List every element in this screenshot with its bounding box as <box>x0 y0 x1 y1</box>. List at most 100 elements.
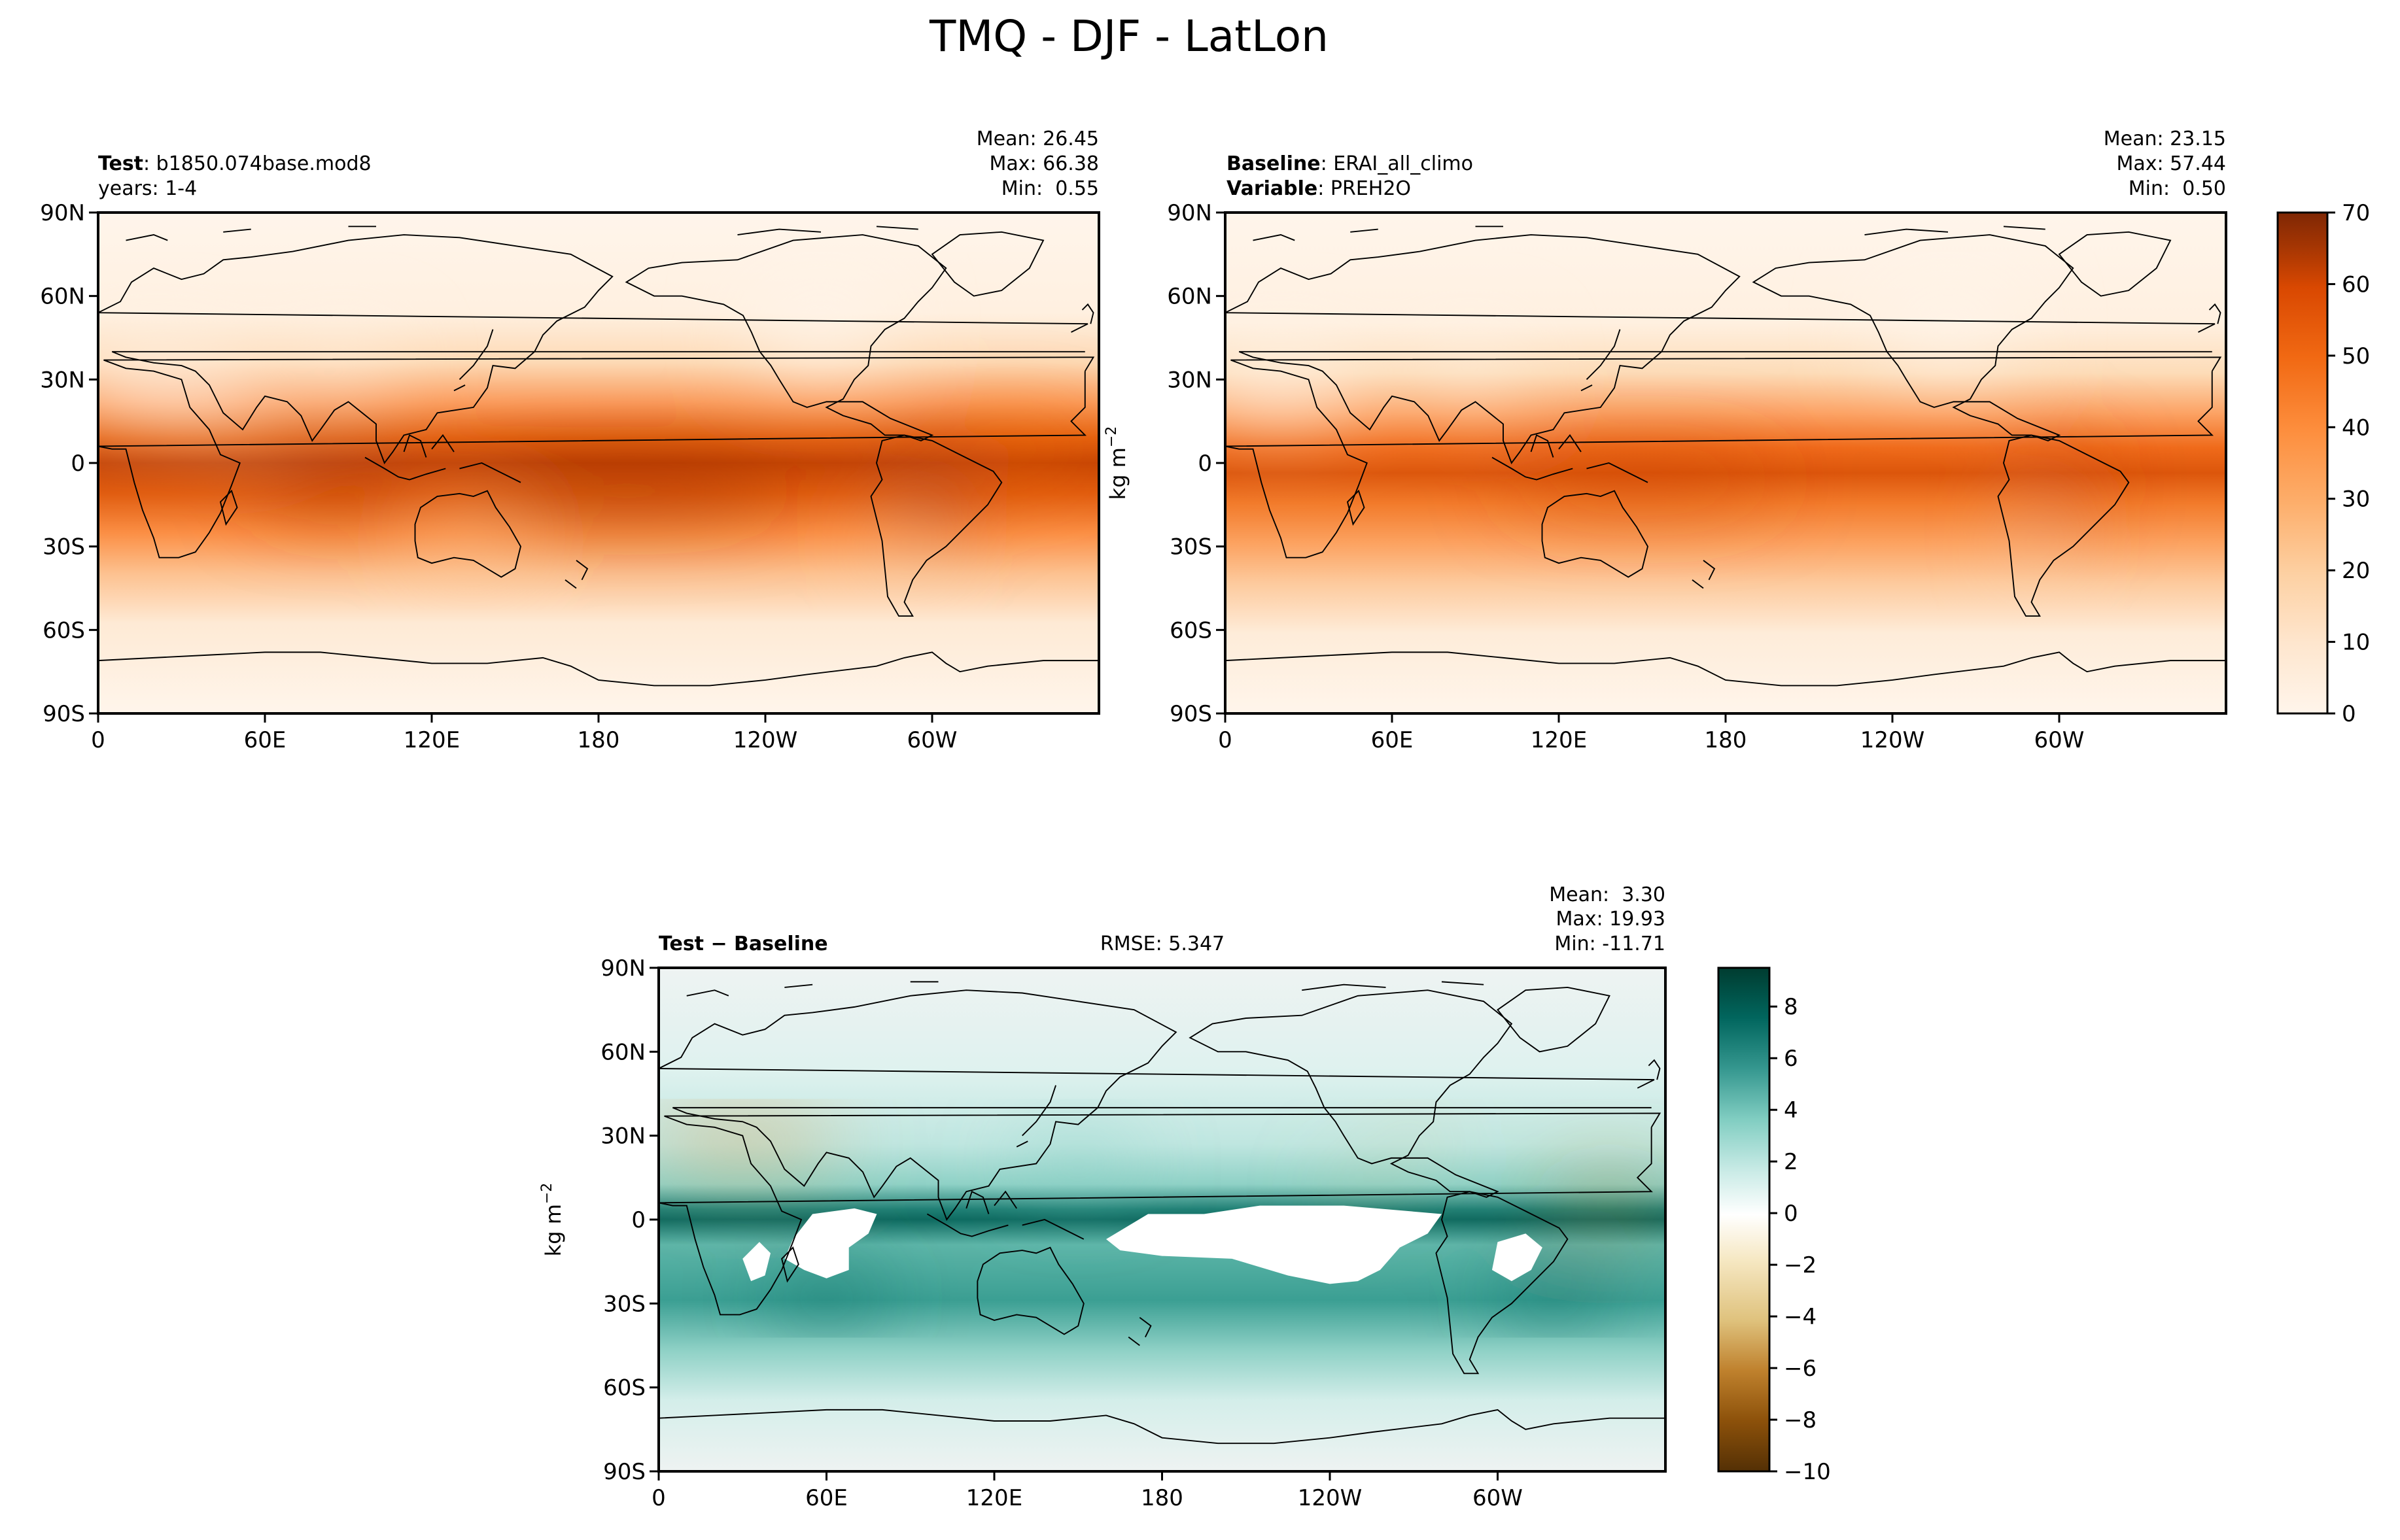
panel-baseline-ylabel-sup: −2 <box>1104 426 1120 447</box>
map-diff-ytick-label: 90S <box>603 1459 646 1485</box>
coast-madagascar <box>219 489 238 526</box>
panel-baseline-stat-mean: Mean: 23.15 <box>2104 128 2226 150</box>
map-diff-xtick-label: 60E <box>805 1485 848 1511</box>
map-baseline-xtick-label: 180 <box>1705 727 1747 753</box>
map-test-xtick-label: 120E <box>404 727 460 753</box>
panel-diff-ylabel-sup: −2 <box>539 1183 555 1204</box>
panel-diff-stat-mean: Mean: 3.30 <box>1549 883 1665 906</box>
colorbar-diff-tick-label: 6 <box>1784 1046 1798 1072</box>
colorbar-diff-tick-label: 4 <box>1784 1097 1798 1123</box>
amazon-core <box>2020 451 2098 519</box>
warm-pool-core <box>459 474 793 508</box>
map-baseline-ytick-label: 60N <box>1167 284 1212 310</box>
map-baseline <box>1225 213 2226 713</box>
atlantic-warm <box>932 421 1099 477</box>
coast-australia <box>414 490 522 578</box>
map-difference <box>659 968 1665 1471</box>
colorbar-top-tick-label: 60 <box>2342 271 2370 298</box>
coast-south-america <box>870 434 1003 617</box>
colorbar-top-ticks: 0 10 20 30 40 50 60 70 <box>2327 200 2370 727</box>
colorbar-diff-tick-label: −10 <box>1784 1459 1831 1485</box>
tibet-dry <box>292 343 393 388</box>
panel-test-label-bold: Test <box>98 152 143 175</box>
map-baseline-ytick-label: 30S <box>1170 534 1212 560</box>
map-baseline-ytick-label: 30N <box>1167 367 1212 393</box>
map-diff-xtick-label: 60W <box>1472 1485 1523 1511</box>
panel-diff-stat-min: Min: -11.71 <box>1554 933 1665 955</box>
coast-japan <box>453 329 494 392</box>
map-test-ytick-label: 30S <box>43 534 85 560</box>
andes-dry <box>893 513 916 580</box>
map-test-anomalies <box>98 282 1099 580</box>
sahara-dry <box>1225 346 1365 413</box>
colorbar-top <box>2276 211 2329 715</box>
andes-dry <box>2020 513 2043 580</box>
colorbar-top-tick-label: 50 <box>2342 343 2370 369</box>
panel-baseline-stat-max: Max: 57.44 <box>2116 152 2226 175</box>
coast-indonesia <box>364 434 521 483</box>
map-test-xtick-label: 120W <box>733 727 798 753</box>
panel-test: Test: b1850.074base.mod8 years: 1-4 Mean… <box>40 128 1100 753</box>
panel-baseline-ylabel-text: kg m <box>1105 447 1130 500</box>
white-region-pacific <box>1106 1205 1442 1284</box>
panel-baseline-ylabel: kg m−2 <box>1104 426 1130 500</box>
map-baseline-ticks: 0 60E 120E 180 120W 60W 90N 60N 30N 0 30S 60S 90S <box>1167 200 2084 753</box>
panel-baseline-label: Baseline: ERAI_all_climo <box>1226 152 1473 175</box>
map-diff-xtick-label: 180 <box>1141 1485 1183 1511</box>
map-test-xtick-label: 60W <box>907 727 958 753</box>
map-baseline-ytick-label: 0 <box>1198 451 1212 477</box>
map-test-ytick-label: 60N <box>40 284 85 310</box>
panel-diff-rmse: RMSE: 5.347 <box>1100 933 1225 955</box>
coast-arctic-islands <box>126 226 918 241</box>
figure-title: TMQ - DJF - LatLon <box>929 11 1329 61</box>
panel-diff-ylabel: kg m−2 <box>539 1183 566 1257</box>
east-pac-negative <box>1324 1180 1392 1197</box>
panel-baseline-variable: Variable: PREH2O <box>1226 177 1411 200</box>
panel-test-years: years: 1-4 <box>98 177 197 200</box>
north-america-dry <box>1878 282 2018 366</box>
sahara-dry-2 <box>167 366 279 422</box>
white-region-brazil <box>1491 1233 1542 1282</box>
colorbar-top-tick-label: 20 <box>2342 558 2370 584</box>
panel-test-label: Test: b1850.074base.mod8 <box>98 152 372 175</box>
map-baseline-xtick-label: 120W <box>1860 727 1925 753</box>
panel-test-stat-max: Max: 66.38 <box>989 152 1099 175</box>
white-region-indian <box>784 1208 877 1278</box>
colorbar-diff-ticks: 8 6 4 2 0 −2 −4 −6 −8 −10 <box>1769 994 1831 1485</box>
map-baseline-xtick-label: 60W <box>2034 727 2085 753</box>
panel-baseline-variable-bold: Variable <box>1226 177 1317 200</box>
panel-difference: Test − Baseline RMSE: 5.347 Mean: 3.30 M… <box>539 883 1831 1511</box>
north-america-dry <box>751 282 891 366</box>
map-diff-ytick-label: 60N <box>600 1039 646 1065</box>
map-test-ytick-label: 60S <box>43 617 85 643</box>
map-diff-xtick-label: 120W <box>1298 1485 1363 1511</box>
map-test-ticks: 0 60E 120E 180 120W 60W 90N 60N 30N 0 30S 60S 90S <box>40 200 957 753</box>
coast-newzealand <box>565 560 589 589</box>
coast-greenland <box>931 231 1045 297</box>
colorbar-top-tick-label: 70 <box>2342 200 2370 226</box>
colorbar-top-tick-label: 10 <box>2342 630 2370 656</box>
colorbar-top-tick-label: 0 <box>2342 701 2356 727</box>
white-region-africa <box>742 1242 771 1282</box>
map-baseline-ytick-label: 90N <box>1167 200 1212 226</box>
tibet-dry <box>1419 343 1520 388</box>
s-atlantic-positive <box>1491 1278 1616 1318</box>
colorbar-diff-tick-label: −4 <box>1784 1304 1817 1330</box>
panel-baseline-variable-rest: : PREH2O <box>1317 177 1411 200</box>
map-test <box>98 213 1099 713</box>
coast-europe-asia <box>98 234 1088 464</box>
map-test-ytick-label: 90S <box>43 701 85 727</box>
map-diff-ytick-label: 30N <box>600 1123 646 1150</box>
map-diff-ytick-label: 30S <box>603 1291 646 1317</box>
map-baseline-xtick-label: 120E <box>1531 727 1587 753</box>
nw-pac-positive <box>1017 1141 1140 1186</box>
colorbar-diff-tick-label: 2 <box>1784 1149 1798 1175</box>
panel-test-stat-min: Min: 0.55 <box>1001 177 1099 200</box>
tropical-atl-negative <box>1539 1183 1665 1212</box>
map-baseline-xtick-label: 0 <box>1218 727 1232 753</box>
map-test-xtick-label: 180 <box>578 727 620 753</box>
colorbar-diff-tick-label: −8 <box>1784 1407 1817 1433</box>
panel-baseline: Baseline: ERAI_all_climo Variable: PREH2… <box>1104 128 2370 753</box>
map-diff-ytick-label: 90N <box>600 955 646 982</box>
